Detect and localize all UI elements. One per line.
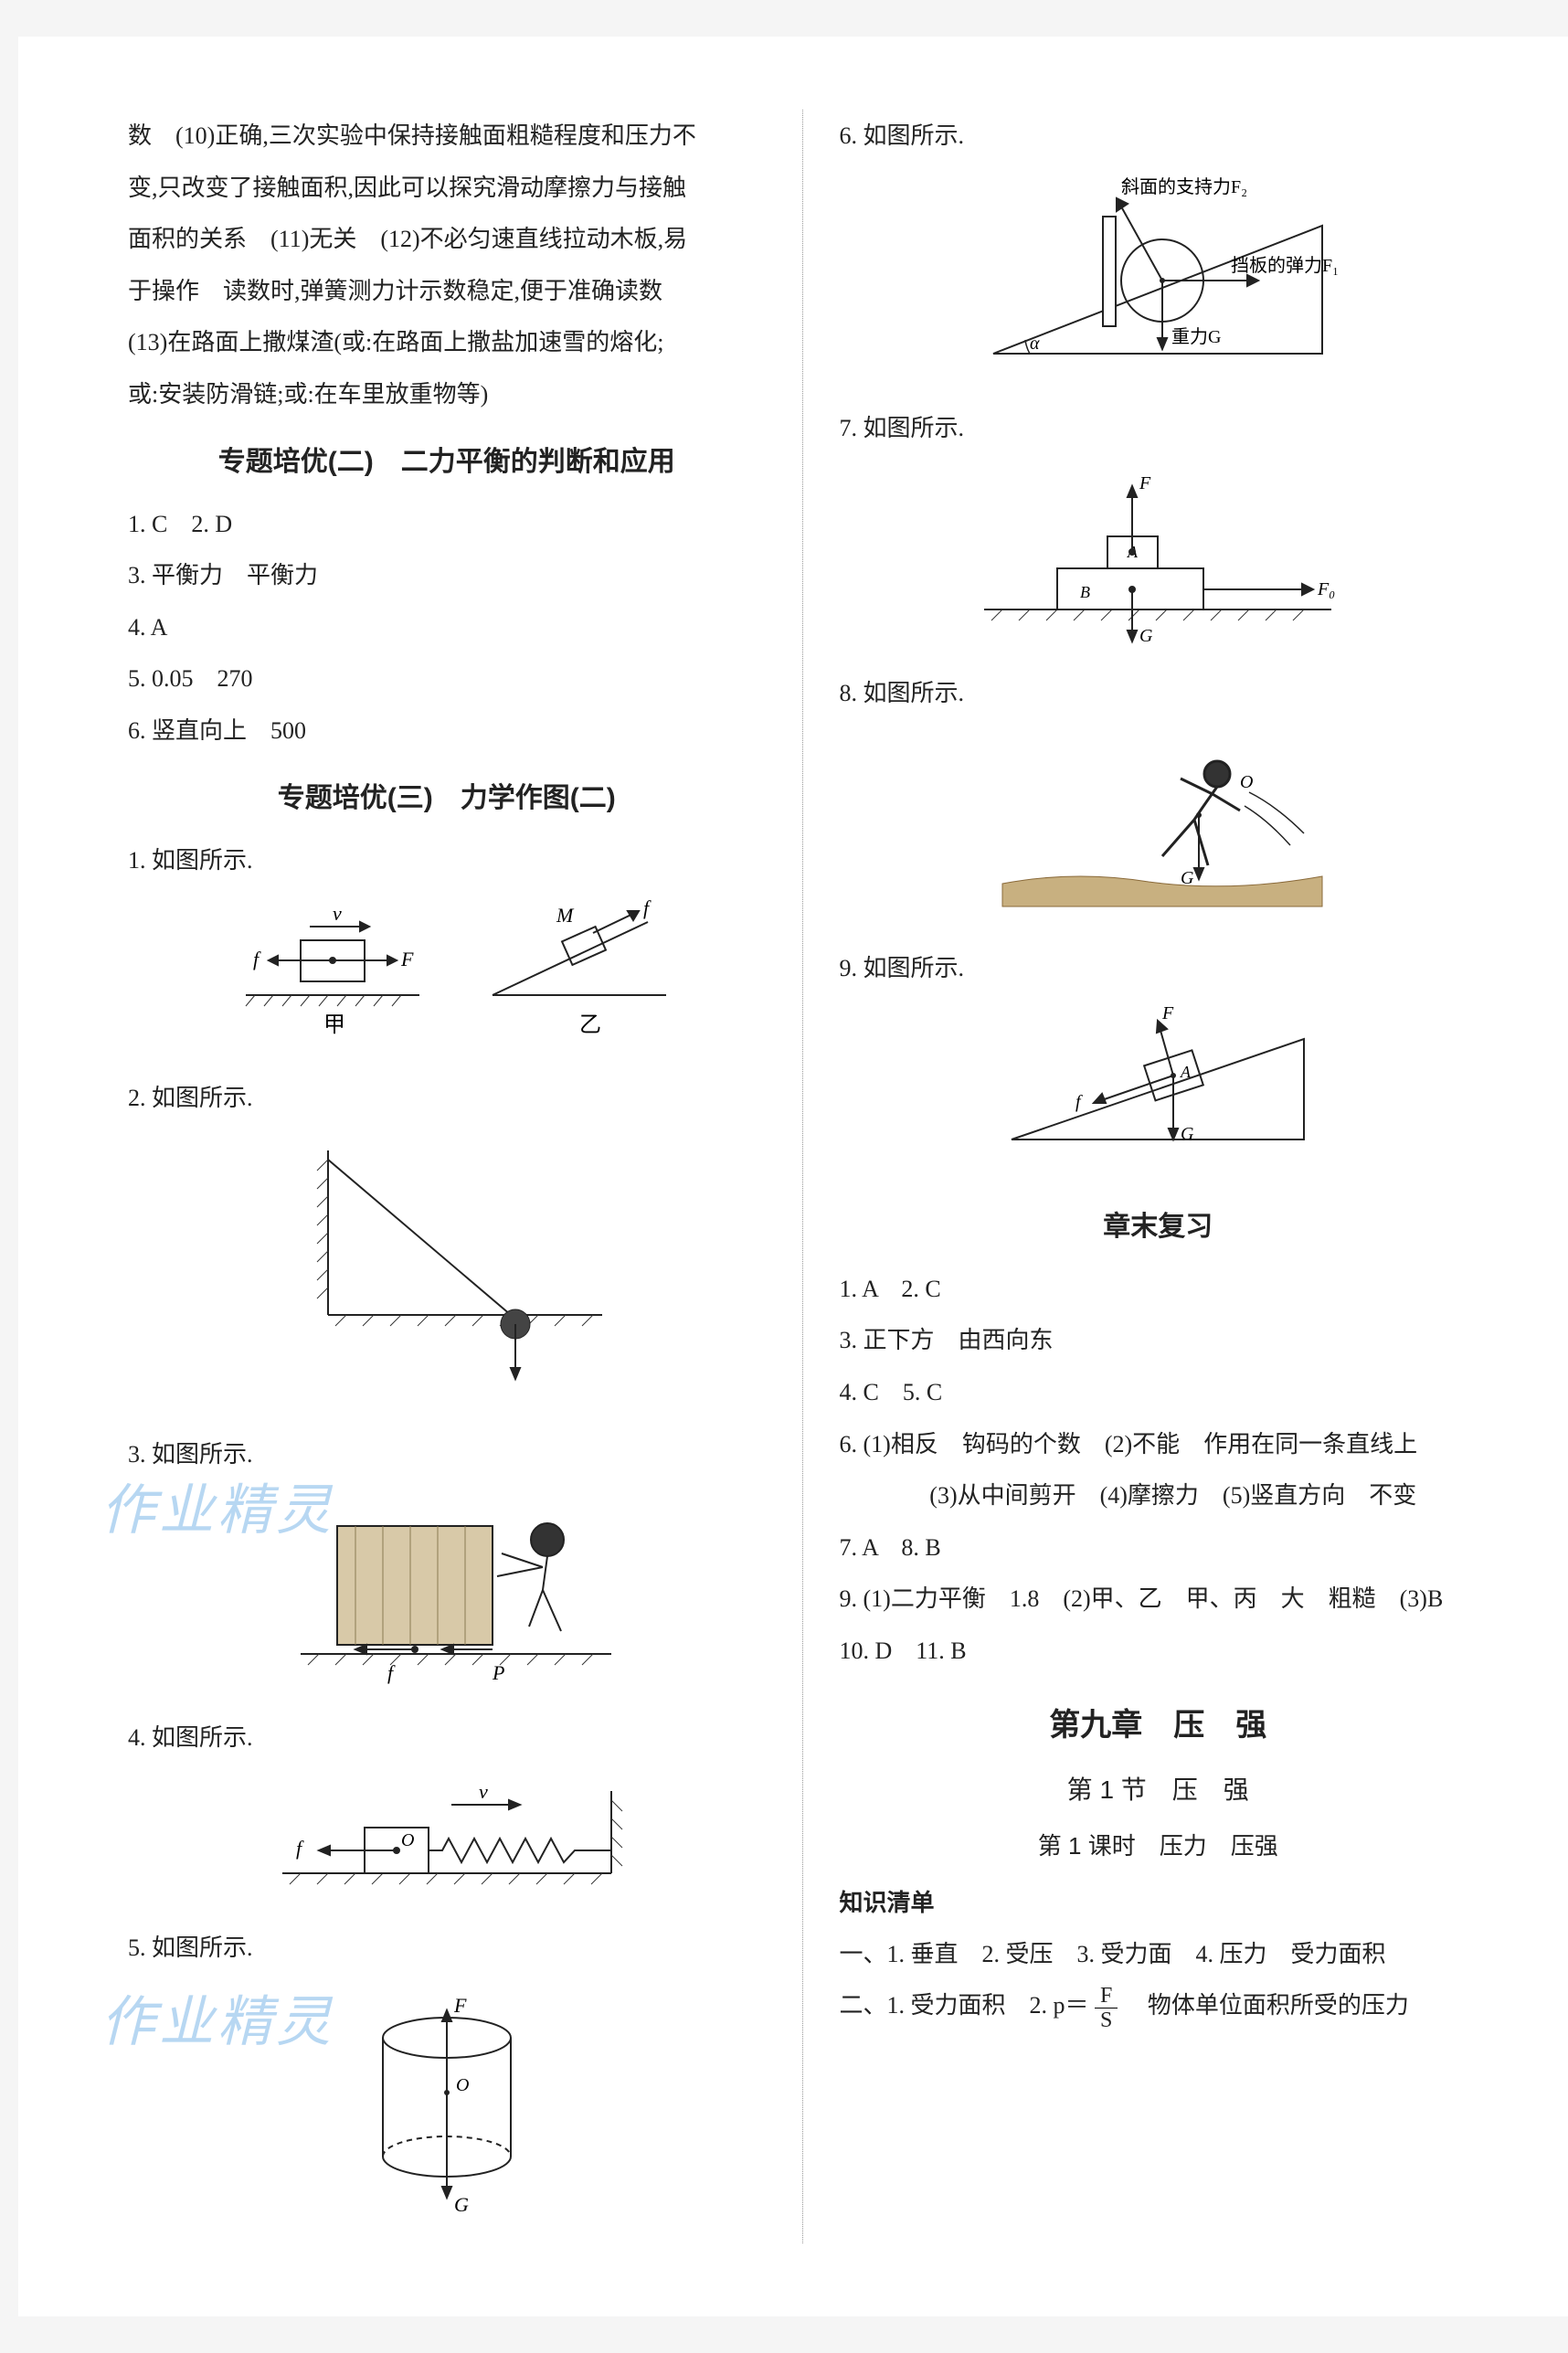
diagram-q3: f P [255, 1489, 639, 1691]
q9-label: 9. 如图所示. [840, 944, 1478, 994]
answer-line: (3)从中间剪开 (4)摩擦力 (5)竖直方向 不变 [840, 1471, 1478, 1521]
chapter-9-lesson: 第 1 课时 压力 压强 [840, 1821, 1478, 1871]
answer-line: 7. A 8. B [840, 1523, 1478, 1574]
figure-q4: v f O [128, 1773, 766, 1919]
label-F: F [1161, 1003, 1174, 1023]
answer-line: 5. 0.05 270 [128, 654, 766, 705]
column-divider [802, 110, 803, 2243]
answer-line: 6. 竖直向上 500 [128, 706, 766, 757]
label-A: A [1180, 1063, 1192, 1081]
figure-q3: 作业精灵 [128, 1489, 766, 1709]
figure-q9: A F G f [840, 1002, 1478, 1185]
answer-line: 9. (1)二力平衡 1.8 (2)甲、乙 甲、丙 大 粗糙 (3)B [840, 1574, 1478, 1625]
q3-label: 3. 如图所示. [128, 1430, 766, 1480]
answer-line: 3. 平衡力 平衡力 [128, 551, 766, 601]
figure-q7: A B F F₀ G [840, 463, 1478, 664]
answer-line: 1. C 2. D [128, 500, 766, 550]
label-jia: 甲 [323, 1013, 345, 1037]
label-G: 重力G [1171, 326, 1221, 347]
answer-line: 4. A [128, 603, 766, 653]
knowledge-line-1: 一、1. 垂直 2. 受压 3. 受力面 4. 压力 受力面积 [840, 1930, 1478, 1980]
label-f: f [253, 948, 261, 970]
figure-q2 [128, 1132, 766, 1425]
label-F: F [1139, 473, 1151, 493]
section-3-title: 专题培优(三) 力学作图(二) [128, 769, 766, 827]
fraction-denominator: S [1095, 2009, 1118, 2032]
knowledge-list-heading: 知识清单 [840, 1878, 1478, 1928]
diagram-q1: v F f 甲 f [191, 895, 703, 1050]
label-f2: f [643, 896, 652, 919]
diagram-q8: O G [966, 728, 1350, 920]
label-O: O [1240, 772, 1253, 792]
review-title: 章末复习 [840, 1198, 1478, 1256]
chapter-9-title: 第九章 压 强 [840, 1693, 1478, 1758]
label-F: F [453, 1994, 467, 2017]
label-v: v [479, 1780, 488, 1803]
answer-line: 10. D 11. B [840, 1627, 1478, 1677]
label-F0: F₀ [1317, 579, 1335, 599]
intro-line: 或:安装防滑链;或:在车里放重物等) [128, 370, 766, 420]
label-P: P [492, 1661, 504, 1684]
intro-line: 变,只改变了接触面积,因此可以探究滑动摩擦力与接触 [128, 164, 766, 214]
knowledge-line-2: 二、1. 受力面积 2. p＝ F S 物体单位面积所受的压力 [840, 1981, 1478, 2032]
zs2-post: 物体单位面积所受的压力 [1124, 1992, 1409, 2019]
fraction-numerator: F [1095, 1984, 1118, 2009]
intro-line: (13)在路面上撒煤渣(或:在路面上撒盐加速雪的熔化; [128, 318, 766, 368]
intro-line: 于操作 读数时,弹簧测力计示数稳定,便于准确读数 [128, 267, 766, 317]
label-f: f [387, 1661, 396, 1684]
q2-label: 2. 如图所示. [128, 1074, 766, 1124]
figure-q1: v F f 甲 f [128, 895, 766, 1068]
label-F: F [400, 948, 414, 970]
answer-line: 4. C 5. C [840, 1368, 1478, 1418]
section-2-title: 专题培优(二) 二力平衡的判断和应用 [128, 433, 766, 491]
label-f: f [1075, 1092, 1083, 1112]
figure-q8: O G [840, 728, 1478, 938]
figure-q6: 斜面的支持力F₂ 挡板的弹力F₁ 重力G α [840, 171, 1478, 399]
diagram-q6: 斜面的支持力F₂ 挡板的弹力F₁ 重力G α [938, 171, 1377, 381]
label-M: M [556, 904, 575, 927]
left-column: 数 (10)正确,三次实验中保持接触面粗糙程度和压力不 变,只改变了接触面积,因… [128, 110, 766, 2243]
label-f: f [296, 1837, 304, 1860]
label-G: G [454, 2193, 469, 2216]
label-G: G [1181, 868, 1194, 888]
intro-line: 面积的关系 (11)无关 (12)不必匀速直线拉动木板,易 [128, 215, 766, 265]
label-G: G [1139, 626, 1153, 646]
diagram-q7: A B F F₀ G [948, 463, 1368, 646]
page: 数 (10)正确,三次实验中保持接触面粗糙程度和压力不 变,只改变了接触面积,因… [18, 37, 1568, 2316]
label-B: B [1080, 583, 1090, 601]
q4-label: 4. 如图所示. [128, 1713, 766, 1764]
figure-q5: 作业精灵 O F G [128, 1983, 766, 2239]
diagram-q9: A F G f [966, 1002, 1350, 1167]
zs2-pre: 二、1. 受力面积 2. p＝ [840, 1992, 1089, 2019]
right-column: 6. 如图所示. [840, 110, 1478, 2243]
diagram-q4: v f O [237, 1773, 657, 1901]
fraction-icon: F S [1095, 1984, 1118, 2033]
q8-label: 8. 如图所示. [840, 669, 1478, 719]
label-yi: 乙 [579, 1013, 601, 1037]
chapter-9-section: 第 1 节 压 强 [840, 1764, 1478, 1818]
watermark: 作业精灵 [101, 1965, 334, 2080]
label-G: G [1181, 1124, 1194, 1144]
label-v: v [333, 902, 342, 925]
diagram-q5: O F G [301, 1983, 593, 2221]
label-F2: 斜面的支持力F₂ [1121, 176, 1247, 197]
answer-line: 3. 正下方 由西向东 [840, 1316, 1478, 1366]
q6-label: 6. 如图所示. [840, 111, 1478, 162]
diagram-q2 [255, 1132, 639, 1406]
label-O: O [456, 2075, 469, 2095]
label-alpha: α [1030, 334, 1040, 354]
answer-line: 1. A 2. C [840, 1265, 1478, 1315]
intro-line: 数 (10)正确,三次实验中保持接触面粗糙程度和压力不 [128, 111, 766, 162]
q1-label: 1. 如图所示. [128, 836, 766, 886]
label-O: O [401, 1830, 414, 1850]
label-F1: 挡板的弹力F₁ [1231, 255, 1339, 276]
q5-label: 5. 如图所示. [128, 1924, 766, 1974]
answer-line: 6. (1)相反 钩码的个数 (2)不能 作用在同一条直线上 [840, 1420, 1478, 1470]
q7-label: 7. 如图所示. [840, 404, 1478, 454]
